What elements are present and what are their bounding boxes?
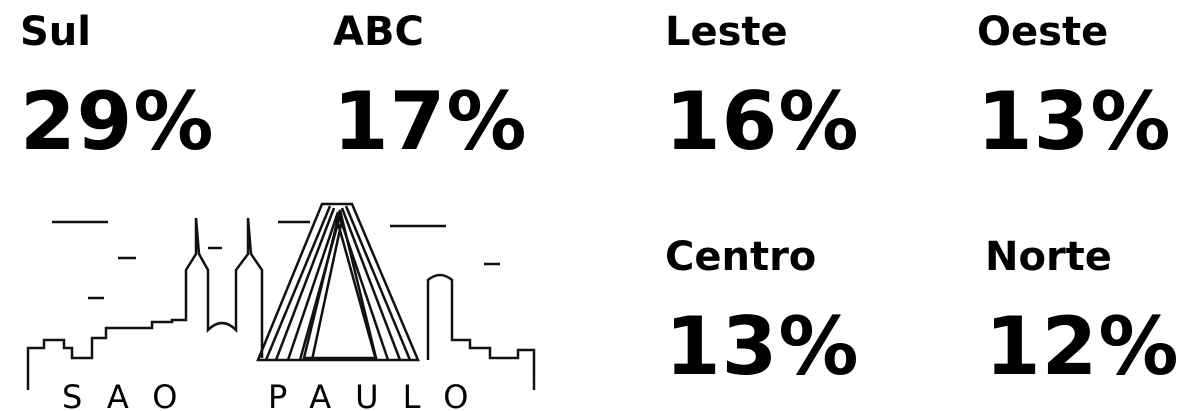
stat-label: Centro [665, 234, 817, 280]
stat-value: 16% [665, 75, 860, 168]
skyline-illustration: SAO PAULO [26, 202, 536, 411]
stat-value: 13% [665, 300, 860, 393]
stat: Centro 13% [665, 237, 859, 387]
stat-label: Sul [20, 9, 91, 55]
stat-label: Oeste [977, 9, 1109, 55]
stat-value: 29% [20, 75, 215, 168]
stat: Sul 29% [20, 12, 214, 162]
stat-label: Norte [985, 234, 1112, 280]
skyline-caption: SAO [62, 378, 201, 411]
stat: ABC 17% [333, 12, 527, 162]
stat-label: ABC [333, 9, 424, 55]
stat: Oeste 13% [977, 12, 1171, 162]
stat-value: 13% [977, 75, 1172, 168]
stat-value: 12% [985, 300, 1180, 393]
stat: Norte 12% [985, 237, 1179, 387]
stat-label: Leste [665, 9, 788, 55]
stat-value: 17% [333, 75, 528, 168]
skyline-lines [26, 202, 536, 390]
stat: Leste 16% [665, 12, 859, 162]
skyline-caption: PAULO [268, 378, 492, 411]
